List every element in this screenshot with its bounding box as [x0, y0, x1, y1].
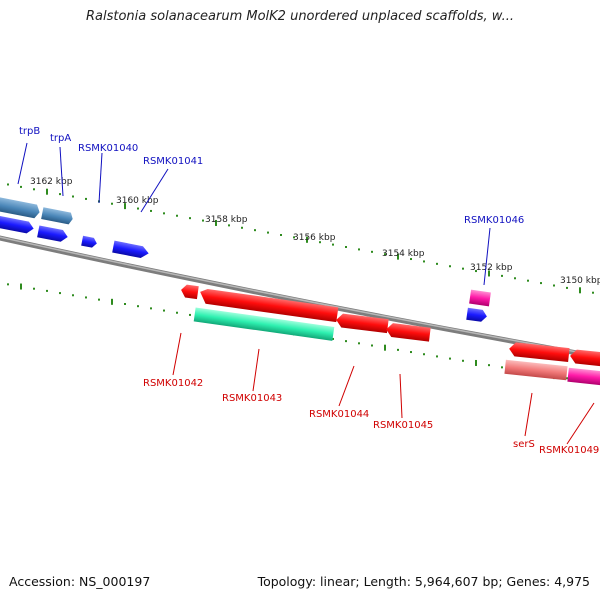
scale-ticks — [7, 183, 594, 384]
gene-serS[interactable] — [504, 359, 568, 381]
gene-RSMK01044[interactable] — [335, 313, 389, 334]
genome-summary: Topology: linear; Length: 5,964,607 bp; … — [257, 574, 590, 589]
scale-label: 3162 kbp — [30, 177, 73, 187]
scale-labels: 3162 kbp 3160 kbp 3158 kbp 3156 kbp 3154… — [30, 177, 600, 286]
map-title: Ralstonia solanacearum MolK2 unordered u… — [85, 9, 514, 24]
gene-label-RSMK01046[interactable]: RSMK01046 — [464, 215, 524, 226]
gene-label-RSMK01049[interactable]: RSMK01049 — [539, 445, 599, 456]
gene-label-RSMK01041[interactable]: RSMK01041 — [143, 156, 203, 167]
scale-label: 3156 kbp — [293, 233, 336, 243]
reverse-gene-labels: RSMK01042 RSMK01043 RSMK01044 RSMK01045 … — [143, 332, 599, 456]
genome-backbone-highlight — [0, 236, 600, 357]
scale-label: 3154 kbp — [382, 249, 425, 259]
gene-RSMK01049-upper[interactable] — [569, 349, 600, 368]
gene-trpA[interactable] — [41, 207, 74, 225]
scale-label: 3150 kbp — [560, 276, 600, 286]
gene-RSMK01043-red[interactable] — [199, 288, 339, 323]
gene-serS-upper[interactable] — [508, 342, 570, 362]
gene-label-RSMK01044[interactable]: RSMK01044 — [309, 409, 369, 420]
forward-gene-labels: trpB trpA RSMK01040 RSMK01041 RSMK01046 — [17, 126, 524, 286]
gene-label-RSMK01045[interactable]: RSMK01045 — [373, 420, 433, 431]
gene-label-RSMK01040[interactable]: RSMK01040 — [78, 143, 138, 154]
gene-label-RSMK01043[interactable]: RSMK01043 — [222, 393, 282, 404]
gene-label-serS[interactable]: serS — [513, 439, 535, 450]
accession-label: Accession: NS_000197 — [9, 574, 151, 589]
gene-RSMK01045[interactable] — [385, 322, 431, 342]
gene-RSMK01049[interactable] — [567, 367, 600, 387]
gene-label-trpA[interactable]: trpA — [50, 133, 71, 144]
scale-label: 3160 kbp — [116, 196, 159, 206]
gene-label-trpB[interactable]: trpB — [19, 126, 40, 137]
scale-label: 3158 kbp — [205, 215, 248, 225]
gene-RSMK01040[interactable] — [81, 235, 98, 249]
genome-backbone — [0, 235, 600, 360]
gene-label-RSMK01042[interactable]: RSMK01042 — [143, 378, 203, 389]
gene-RSMK01042[interactable] — [180, 284, 199, 300]
gene-trpB[interactable] — [0, 195, 41, 219]
gene-forward-1[interactable] — [0, 214, 35, 234]
gene-RSMK01046-upper[interactable] — [469, 289, 491, 307]
gene-forward-2[interactable] — [37, 225, 69, 243]
scale-label: 3152 kbp — [470, 263, 513, 273]
gene-RSMK01043[interactable] — [193, 307, 335, 341]
gene-RSMK01041[interactable] — [112, 240, 150, 260]
gene-RSMK01046[interactable] — [466, 307, 487, 323]
